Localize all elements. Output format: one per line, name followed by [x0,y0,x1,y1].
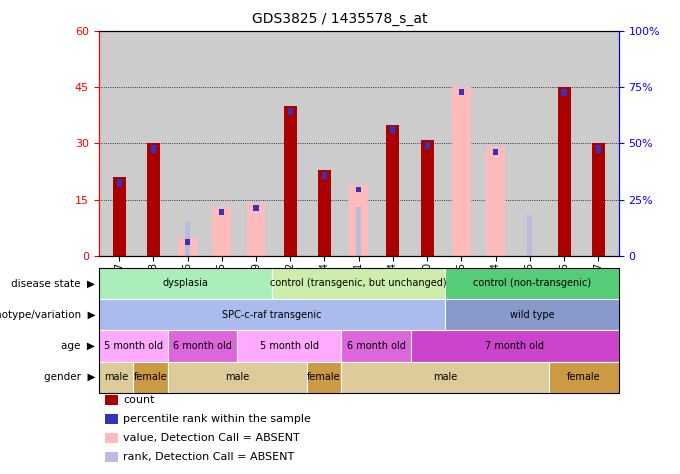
Text: age  ▶: age ▶ [61,341,95,351]
Text: count: count [123,395,154,405]
Bar [596,145,601,153]
Bar [421,140,434,256]
Bar [527,215,532,256]
Bar [592,143,605,256]
Bar [284,106,296,256]
Bar [390,127,396,134]
Bar [254,205,258,211]
Text: value, Detection Call = ABSENT: value, Detection Call = ABSENT [123,433,300,443]
Text: disease state  ▶: disease state ▶ [11,278,95,289]
Text: female: female [567,372,601,383]
Bar [386,125,399,256]
Text: rank, Detection Call = ABSENT: rank, Detection Call = ABSENT [123,452,294,462]
Text: genotype/variation  ▶: genotype/variation ▶ [0,310,95,320]
Text: male: male [104,372,128,383]
Bar [185,239,190,245]
Text: female: female [134,372,167,383]
Bar [424,142,430,149]
Text: wild type: wild type [510,310,554,320]
Text: control (non-transgenic): control (non-transgenic) [473,278,591,289]
Text: dysplasia: dysplasia [163,278,208,289]
Text: gender  ▶: gender ▶ [44,372,95,383]
Bar [322,172,327,179]
Bar [185,222,190,256]
Text: GDS3825 / 1435578_s_at: GDS3825 / 1435578_s_at [252,12,428,26]
Bar [178,237,197,256]
Text: female: female [307,372,341,383]
Text: 6 month old: 6 month old [173,341,232,351]
Text: male: male [225,372,250,383]
Bar [147,143,160,256]
Bar [452,87,471,256]
Text: 5 month old: 5 month old [260,341,319,351]
Bar [459,89,464,95]
Bar [113,177,126,256]
Text: 7 month old: 7 month old [486,341,544,351]
Bar [356,187,361,192]
Bar [219,209,224,215]
Bar [318,170,331,256]
Bar [350,185,368,256]
Bar [151,145,156,153]
Text: male: male [433,372,458,383]
Bar [356,207,361,256]
Text: 5 month old: 5 month old [104,341,163,351]
Bar [247,203,265,256]
Text: percentile rank within the sample: percentile rank within the sample [123,414,311,424]
Bar [212,207,231,256]
Text: SPC-c-raf transgenic: SPC-c-raf transgenic [222,310,322,320]
Bar [558,87,571,256]
Bar [562,89,566,97]
Bar [486,147,505,256]
Bar [288,108,293,115]
Text: 6 month old: 6 month old [347,341,405,351]
Bar [116,179,122,187]
Bar [493,149,498,155]
Text: control (transgenic, but unchanged): control (transgenic, but unchanged) [271,278,447,289]
